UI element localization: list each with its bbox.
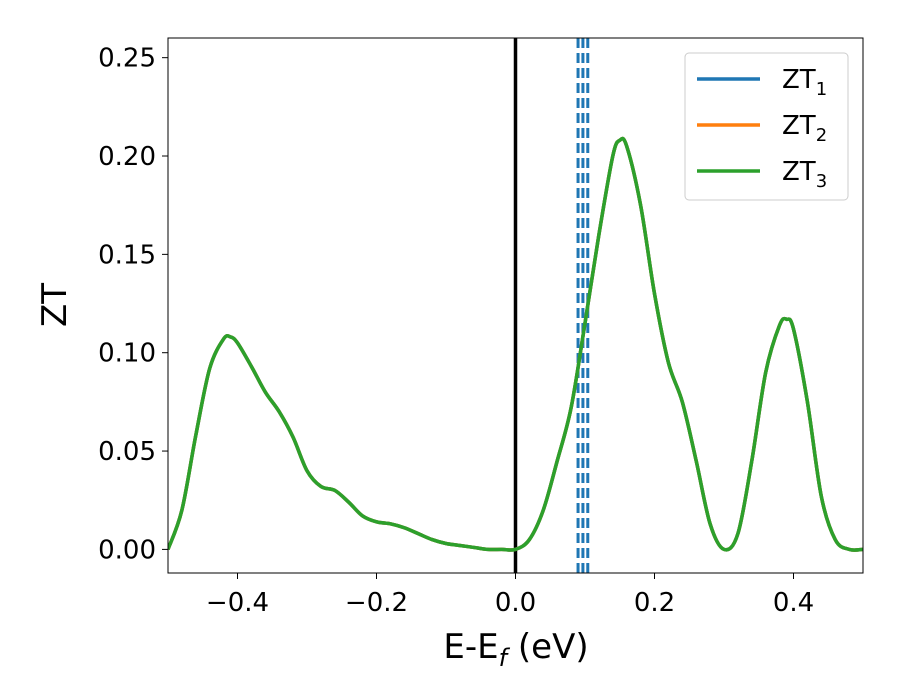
x-tick-label: 0.2 [634, 588, 675, 618]
y-tick-label: 0.20 [98, 142, 156, 172]
legend-label-zt1: ZT1 [782, 65, 827, 100]
x-tick-label: −0.4 [206, 588, 269, 618]
y-tick-label: 0.05 [98, 437, 156, 467]
legend-label-zt2: ZT2 [782, 111, 827, 146]
y-axis-label: ZT [35, 283, 75, 327]
y-axis-ticks: 0.00 0.05 0.10 0.15 0.20 0.25 [98, 44, 168, 565]
y-tick-label: 0.25 [98, 44, 156, 74]
x-axis-label: E-Ef (eV) [443, 627, 588, 672]
legend: ZT1 ZT2 ZT3 [684, 52, 849, 201]
x-tick-label: 0.0 [495, 588, 536, 618]
series-line-zt3 [168, 136, 863, 552]
x-tick-label: 0.4 [773, 588, 814, 618]
y-tick-label: 0.15 [98, 240, 156, 270]
y-tick-label: 0.00 [98, 535, 156, 565]
vertical-lines [513, 38, 590, 573]
x-axis-ticks: −0.4 −0.2 0.0 0.2 0.4 [206, 573, 814, 618]
legend-label-zt3: ZT3 [782, 157, 827, 192]
y-tick-label: 0.10 [98, 339, 156, 369]
series-lines [168, 136, 863, 552]
x-tick-label: −0.2 [345, 588, 408, 618]
legend-frame [684, 52, 849, 201]
